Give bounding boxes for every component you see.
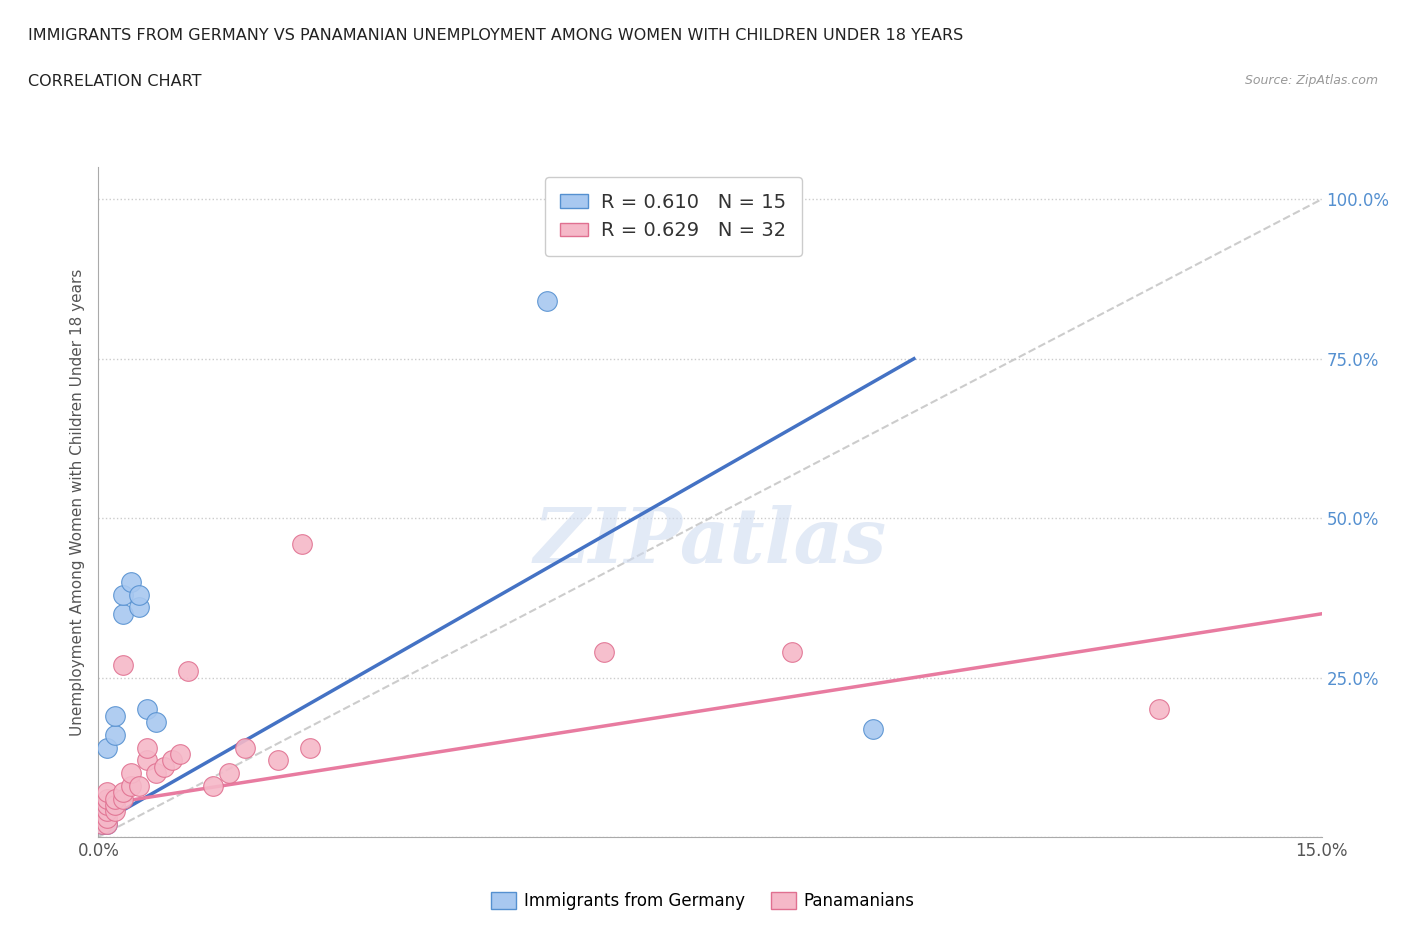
Point	[291, 537, 314, 551]
Text: CORRELATION CHART: CORRELATION CHART	[28, 74, 201, 89]
Point	[120, 778, 142, 793]
Point	[169, 747, 191, 762]
Point	[128, 600, 150, 615]
Point	[218, 765, 240, 780]
Point	[111, 785, 134, 800]
Point	[145, 765, 167, 780]
Text: Source: ZipAtlas.com: Source: ZipAtlas.com	[1244, 74, 1378, 87]
Y-axis label: Unemployment Among Women with Children Under 18 years: Unemployment Among Women with Children U…	[70, 269, 86, 736]
Point	[120, 765, 142, 780]
Point	[136, 740, 159, 755]
Point	[128, 778, 150, 793]
Point	[299, 740, 322, 755]
Point	[862, 721, 884, 736]
Point	[96, 817, 118, 831]
Legend: Immigrants from Germany, Panamanians: Immigrants from Germany, Panamanians	[485, 885, 921, 917]
Point	[96, 791, 118, 806]
Point	[536, 294, 558, 309]
Point	[111, 587, 134, 602]
Point	[96, 810, 118, 825]
Point	[104, 791, 127, 806]
Point	[136, 702, 159, 717]
Point	[96, 740, 118, 755]
Point	[267, 753, 290, 768]
Point	[96, 817, 118, 831]
Point	[96, 804, 118, 819]
Point	[593, 644, 616, 659]
Legend: R = 0.610   N = 15, R = 0.629   N = 32: R = 0.610 N = 15, R = 0.629 N = 32	[544, 177, 801, 256]
Point	[91, 817, 114, 831]
Point	[104, 709, 127, 724]
Point	[152, 760, 174, 775]
Point	[233, 740, 256, 755]
Point	[96, 804, 118, 819]
Point	[136, 753, 159, 768]
Point	[160, 753, 183, 768]
Point	[91, 817, 114, 831]
Point	[96, 798, 118, 813]
Point	[104, 804, 127, 819]
Text: ZIPatlas: ZIPatlas	[533, 505, 887, 579]
Point	[1147, 702, 1170, 717]
Point	[111, 606, 134, 621]
Point	[177, 664, 200, 679]
Point	[96, 785, 118, 800]
Point	[128, 587, 150, 602]
Point	[111, 791, 134, 806]
Point	[780, 644, 803, 659]
Point	[201, 778, 224, 793]
Point	[111, 658, 134, 672]
Point	[104, 798, 127, 813]
Point	[145, 715, 167, 730]
Text: IMMIGRANTS FROM GERMANY VS PANAMANIAN UNEMPLOYMENT AMONG WOMEN WITH CHILDREN UND: IMMIGRANTS FROM GERMANY VS PANAMANIAN UN…	[28, 28, 963, 43]
Point	[104, 727, 127, 742]
Point	[120, 575, 142, 590]
